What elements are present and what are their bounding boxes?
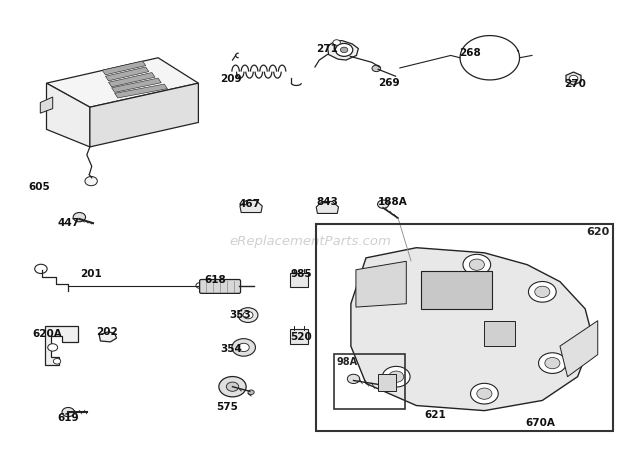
Polygon shape [108, 73, 155, 87]
Circle shape [545, 358, 560, 369]
Circle shape [243, 311, 253, 319]
Polygon shape [99, 332, 117, 342]
Polygon shape [45, 326, 78, 365]
Polygon shape [566, 72, 581, 85]
Text: 575: 575 [216, 402, 237, 413]
Circle shape [535, 286, 550, 298]
Circle shape [226, 382, 239, 391]
Circle shape [569, 75, 578, 82]
Text: eReplacementParts.com: eReplacementParts.com [229, 235, 391, 248]
Polygon shape [46, 58, 198, 107]
Circle shape [53, 359, 61, 364]
Circle shape [463, 255, 490, 275]
Text: 620: 620 [587, 227, 609, 237]
Text: 201: 201 [81, 268, 102, 279]
Polygon shape [327, 41, 358, 60]
Bar [422, 272, 492, 309]
Circle shape [471, 383, 498, 404]
Polygon shape [560, 321, 598, 377]
Bar [334, 354, 405, 409]
Text: 467: 467 [239, 199, 260, 209]
Circle shape [62, 407, 74, 417]
Circle shape [73, 213, 86, 222]
Circle shape [48, 344, 58, 351]
Text: 354: 354 [220, 344, 242, 354]
Circle shape [372, 65, 381, 72]
Bar [378, 374, 396, 391]
Text: 621: 621 [425, 410, 446, 420]
Circle shape [378, 271, 405, 292]
Text: 619: 619 [57, 413, 79, 423]
Polygon shape [240, 201, 262, 213]
Polygon shape [90, 83, 198, 147]
Text: 209: 209 [220, 73, 242, 84]
Polygon shape [40, 97, 53, 113]
Circle shape [238, 343, 249, 352]
Text: 985: 985 [290, 268, 312, 279]
Circle shape [384, 276, 399, 287]
Text: 605: 605 [28, 182, 50, 192]
Text: 670A: 670A [526, 418, 556, 428]
Circle shape [378, 200, 389, 208]
Circle shape [35, 264, 47, 274]
Text: 270: 270 [564, 79, 586, 89]
Text: 520: 520 [290, 332, 312, 342]
Circle shape [469, 259, 484, 270]
Text: 202: 202 [96, 327, 118, 337]
Polygon shape [115, 84, 167, 98]
Circle shape [196, 283, 203, 288]
Text: 269: 269 [378, 78, 400, 88]
Text: 98A: 98A [336, 357, 357, 367]
Text: 843: 843 [316, 197, 338, 207]
Circle shape [232, 339, 255, 356]
Circle shape [389, 371, 404, 383]
Circle shape [539, 353, 566, 373]
Bar [484, 321, 515, 346]
Circle shape [340, 47, 348, 53]
FancyBboxPatch shape [290, 329, 308, 344]
Circle shape [248, 390, 254, 395]
Polygon shape [112, 78, 161, 92]
Circle shape [383, 366, 410, 387]
Polygon shape [46, 83, 90, 147]
Polygon shape [102, 61, 146, 75]
Circle shape [333, 40, 340, 45]
Circle shape [85, 176, 97, 186]
Text: 618: 618 [205, 274, 226, 285]
Bar [316, 224, 613, 431]
Circle shape [528, 281, 556, 302]
Text: 188A: 188A [378, 197, 408, 207]
Text: 271: 271 [316, 43, 338, 54]
Circle shape [335, 43, 353, 56]
Polygon shape [316, 201, 339, 213]
Text: 447: 447 [57, 218, 79, 228]
Circle shape [219, 377, 246, 397]
Polygon shape [356, 261, 406, 307]
Polygon shape [351, 248, 593, 411]
Text: 353: 353 [229, 310, 251, 320]
Circle shape [347, 374, 360, 383]
Text: 268: 268 [459, 48, 481, 58]
FancyBboxPatch shape [200, 280, 241, 293]
Text: 620A: 620A [32, 328, 62, 339]
Circle shape [477, 388, 492, 399]
Polygon shape [105, 67, 149, 81]
Circle shape [238, 308, 258, 322]
FancyBboxPatch shape [290, 273, 308, 287]
